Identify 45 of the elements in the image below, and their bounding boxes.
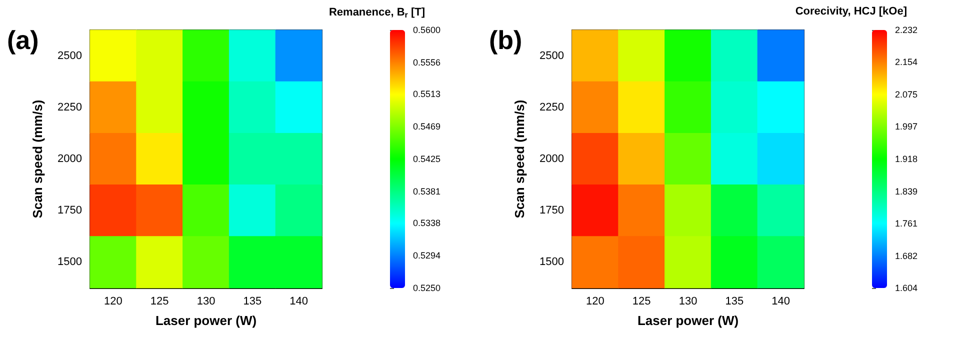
chart-title: (b): [489, 25, 522, 55]
x-tick-label: 140: [772, 296, 790, 308]
color-bar-label: 0.5469: [413, 122, 441, 132]
color-bar-label: 0.5381: [413, 186, 441, 196]
y-tick-label: 1500: [58, 256, 82, 268]
y-tick-label: 2000: [540, 153, 564, 165]
color-bar-label: 0.5600: [413, 25, 441, 35]
color-bar-label: 0.5556: [413, 57, 441, 68]
x-axis-title: Laser power (W): [155, 313, 257, 328]
x-tick-label: 135: [725, 296, 744, 308]
color-bar-title: Corecivity, HCJ [kOe]: [795, 6, 908, 18]
y-tick-label: 1750: [540, 204, 564, 217]
x-tick-label: 125: [150, 296, 169, 308]
y-tick-label: 2500: [58, 50, 82, 62]
y-tick-label: 1500: [540, 256, 564, 268]
y-tick-label: 2000: [58, 153, 82, 165]
color-bar-label: 1.997: [895, 122, 918, 132]
x-axis-title: Laser power (W): [637, 313, 739, 328]
x-tick-label: 130: [196, 296, 216, 308]
y-axis-title: Scan speed (mm/s): [30, 100, 45, 218]
y-tick-label: 2250: [58, 101, 82, 114]
x-tick-label: 130: [678, 296, 698, 308]
x-tick-label: 120: [104, 296, 122, 308]
color-bar-label: 1.918: [895, 154, 918, 164]
x-tick-label: 140: [290, 296, 308, 308]
color-bar-label: 1.839: [895, 186, 918, 196]
y-axis-title: Scan speed (mm/s): [512, 100, 527, 218]
color-bar-label: 0.5425: [413, 154, 441, 164]
color-bar-label: 2.232: [895, 25, 918, 35]
x-tick-label: 135: [243, 296, 262, 308]
y-tick-label: 2500: [540, 50, 564, 62]
color-bar-label: 0.5294: [413, 250, 441, 261]
color-bar-label: 1.682: [895, 250, 918, 261]
y-tick-label: 1750: [58, 204, 82, 217]
color-bar-label: 1.761: [895, 218, 918, 228]
x-tick-label: 120: [586, 296, 604, 308]
color-bar-label: 0.5338: [413, 218, 441, 228]
color-bar-label: 0.5250: [413, 283, 441, 293]
color-bar-label: 0.5513: [413, 89, 441, 100]
chart-title: (a): [7, 25, 39, 55]
y-tick-label: 2250: [540, 101, 564, 114]
color-bar-label: 2.075: [895, 90, 918, 100]
x-tick-label: 125: [632, 296, 651, 308]
color-bar-label: 2.154: [895, 57, 918, 68]
color-bar-label: 1.604: [895, 283, 918, 293]
